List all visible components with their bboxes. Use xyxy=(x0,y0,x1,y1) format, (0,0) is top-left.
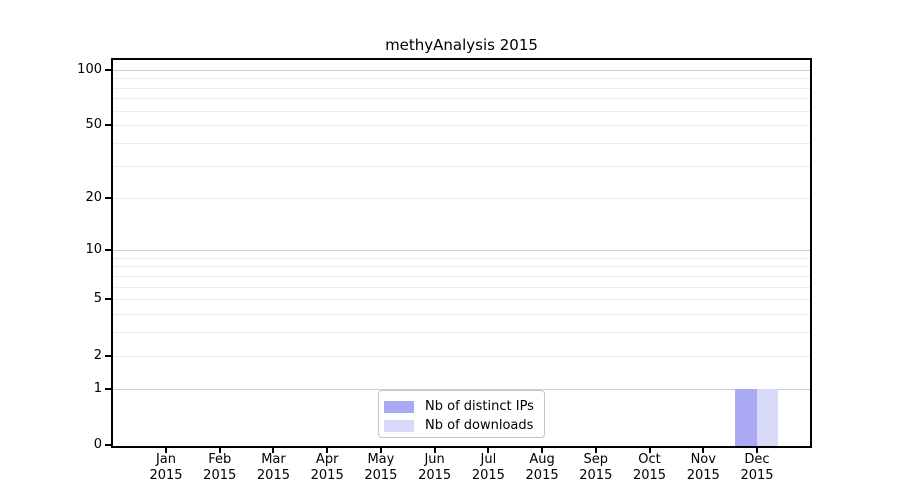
x-tick-month: Nov xyxy=(690,452,716,467)
y-tick-label: 100 xyxy=(77,61,102,77)
x-tick-mark xyxy=(487,448,490,453)
x-tick-year: 2015 xyxy=(525,468,559,483)
y-tick-label: 50 xyxy=(85,117,102,133)
gridline-major xyxy=(113,388,810,390)
x-tick-label: May 2015 xyxy=(351,452,411,484)
y-tick-mark xyxy=(105,354,111,357)
bar-distinct-ips xyxy=(735,388,757,446)
y-tick-mark xyxy=(105,68,111,71)
y-tick-mark xyxy=(105,249,111,252)
gridline-minor xyxy=(113,332,810,334)
y-tick-mark xyxy=(105,124,111,127)
gridline-minor xyxy=(113,314,810,316)
x-tick-mark xyxy=(326,448,329,453)
bar-downloads xyxy=(756,388,779,446)
x-tick-year: 2015 xyxy=(310,468,344,483)
legend-swatch-downloads xyxy=(384,419,414,432)
x-tick-mark xyxy=(702,448,705,453)
y-tick-label: 0 xyxy=(93,437,102,452)
y-tick-label: 1 xyxy=(93,380,102,396)
gridline-minor xyxy=(113,197,810,199)
x-tick-mark xyxy=(218,448,221,453)
plot-area xyxy=(113,60,810,446)
x-tick-year: 2015 xyxy=(632,468,667,483)
x-tick-label: Oct 2015 xyxy=(620,452,680,484)
x-tick-month: May xyxy=(367,452,395,467)
x-tick-month: Jan xyxy=(155,452,177,467)
y-tick-mark xyxy=(105,387,111,390)
x-tick-month: Jul xyxy=(480,452,497,467)
x-tick-label: Dec 2015 xyxy=(727,452,787,484)
gridline-minor xyxy=(113,165,810,167)
gridline-minor xyxy=(113,110,810,112)
x-tick-year: 2015 xyxy=(149,468,183,483)
y-tick-mark xyxy=(105,444,111,446)
x-tick-mark xyxy=(379,448,382,453)
x-tick-label: Jul 2015 xyxy=(458,452,518,484)
y-tick-label: 20 xyxy=(85,189,102,205)
gridline-major xyxy=(113,250,810,252)
gridline-minor xyxy=(113,87,810,89)
gridline-minor xyxy=(113,98,810,100)
x-tick-label: Jan 2015 xyxy=(136,452,196,484)
x-tick-label: Nov 2015 xyxy=(673,452,733,484)
legend-label: Nb of downloads xyxy=(425,418,534,433)
legend: Nb of distinct IPs Nb of downloads xyxy=(378,390,545,438)
x-tick-month: Sep xyxy=(583,452,609,467)
gridline-minor xyxy=(113,286,810,288)
x-tick-mark xyxy=(165,448,167,453)
x-tick-year: 2015 xyxy=(256,468,290,483)
x-tick-year: 2015 xyxy=(203,468,237,483)
legend-row: Nb of distinct IPs xyxy=(384,397,540,416)
gridline-minor xyxy=(113,275,810,277)
gridline-minor xyxy=(113,143,810,145)
gridline-major xyxy=(113,69,810,71)
x-tick-year: 2015 xyxy=(364,468,398,483)
legend-label: Nb of distinct IPs xyxy=(425,399,534,414)
y-tick-label: 5 xyxy=(93,291,102,307)
y-tick-label: 10 xyxy=(85,242,102,258)
x-tick-month: Feb xyxy=(208,452,232,467)
x-tick-year: 2015 xyxy=(579,468,613,483)
x-tick-year: 2015 xyxy=(740,468,774,483)
x-tick-month: Dec xyxy=(744,452,770,467)
y-tick-mark xyxy=(105,298,111,301)
x-tick-label: Sep 2015 xyxy=(566,452,626,484)
plot-border xyxy=(111,58,812,448)
legend-swatch-distinct-ips xyxy=(384,400,414,413)
x-tick-month: Apr xyxy=(315,452,339,467)
x-tick-mark xyxy=(541,448,544,453)
x-tick-label: Aug 2015 xyxy=(512,452,572,484)
chart-title: methyAnalysis 2015 xyxy=(385,36,538,54)
x-tick-mark xyxy=(755,448,758,453)
x-tick-year: 2015 xyxy=(471,468,505,483)
gridline-minor xyxy=(113,78,810,80)
x-tick-mark xyxy=(594,448,597,453)
x-tick-mark xyxy=(272,448,275,453)
x-tick-label: Mar 2015 xyxy=(243,452,303,484)
y-tick-mark xyxy=(105,196,111,199)
x-tick-year: 2015 xyxy=(686,468,720,483)
gridline-minor xyxy=(113,266,810,268)
gridline-minor xyxy=(113,299,810,301)
gridline-minor xyxy=(113,257,810,259)
x-tick-label: Feb 2015 xyxy=(190,452,250,484)
gridline-minor xyxy=(113,125,810,127)
legend-row: Nb of downloads xyxy=(384,416,540,435)
gridline-minor xyxy=(113,355,810,357)
x-tick-month: Oct xyxy=(638,452,661,467)
y-tick-label: 2 xyxy=(93,347,102,363)
x-tick-month: Jun xyxy=(424,452,445,467)
x-tick-mark xyxy=(648,448,651,453)
x-tick-label: Jun 2015 xyxy=(405,452,465,484)
x-tick-mark xyxy=(433,448,436,453)
x-tick-month: Mar xyxy=(261,452,286,467)
x-tick-label: Apr 2015 xyxy=(297,452,357,484)
x-tick-month: Aug xyxy=(529,452,555,467)
x-tick-year: 2015 xyxy=(418,468,452,483)
